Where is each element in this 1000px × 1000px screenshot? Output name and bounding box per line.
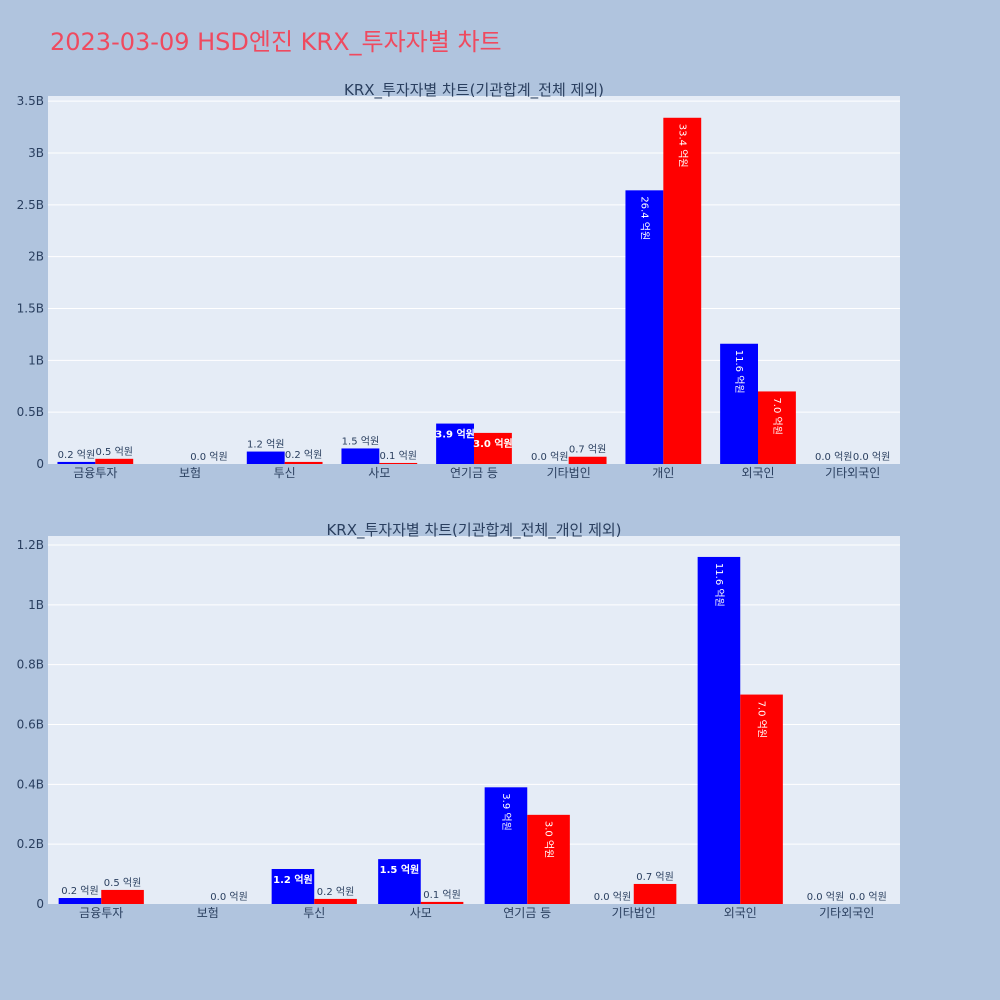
bar: [484, 787, 528, 904]
x-tick-label: 기타외국인: [825, 466, 880, 480]
data-label: 0.0 억원: [190, 451, 227, 463]
data-label: 3.9 억원: [500, 793, 512, 830]
data-label: 0.0 억원: [849, 891, 886, 903]
subplot-title: KRX_투자자별 차트(기관합계_전체 제외): [344, 81, 604, 100]
y-tick-label: 1.2B: [17, 538, 44, 552]
y-tick-label: 0: [36, 457, 44, 471]
data-label: 7.0 억원: [756, 701, 768, 738]
bar: [436, 423, 474, 464]
y-tick-label: 3B: [28, 146, 44, 160]
x-tick-label: 사모: [368, 466, 390, 480]
y-tick-label: 2.5B: [17, 198, 44, 212]
x-tick-label: 금융투자: [73, 466, 117, 480]
x-tick-label: 사모: [410, 906, 432, 920]
data-label: 0.0 억원: [815, 451, 852, 463]
chart-panel-bottom: 0 0.2B 0.4B 0.6B 0.8B 1B 1.2B KRX_투자자별 차트(기관합계_…: [17, 521, 900, 920]
bar: [663, 117, 702, 464]
bar: [58, 898, 102, 904]
y-tick-label: 3.5B: [17, 94, 44, 108]
bar: [95, 458, 134, 464]
data-label: 11.6 억원: [713, 563, 725, 607]
y-tick-label: 1.5B: [17, 302, 44, 316]
subplot-title: KRX_투자자별 차트(기관합계_전체_개인 제외): [326, 521, 621, 540]
bar: [341, 448, 380, 464]
bar: [379, 462, 418, 464]
data-label: 0.0 억원: [531, 451, 568, 463]
y-tick-label: 0.2B: [17, 837, 44, 851]
data-label: 7.0 억원: [771, 397, 783, 434]
y-tick-label: 0: [36, 897, 44, 911]
data-label: 0.1 억원: [423, 889, 460, 901]
data-label: 0.0 억원: [594, 891, 631, 903]
bar: [101, 889, 144, 904]
data-label: 0.0 억원: [210, 891, 247, 903]
bar: [568, 456, 607, 464]
y-tick-label: 0.4B: [17, 777, 44, 791]
y-tick-label: 1B: [28, 353, 44, 367]
y-tick-label: 1B: [28, 598, 44, 612]
data-label: 0.1 억원: [380, 450, 417, 462]
bar: [697, 556, 741, 904]
bar: [271, 868, 315, 904]
x-tick-label: 개인: [652, 466, 674, 480]
data-label: 1.5 억원: [342, 435, 379, 447]
bar: [633, 883, 677, 904]
x-tick-label: 외국인: [741, 466, 774, 480]
data-label: 0.5 억원: [104, 877, 141, 889]
bar: [57, 461, 96, 464]
bar: [758, 391, 796, 464]
data-label: 0.7 억원: [636, 871, 673, 883]
bar: [378, 859, 421, 904]
data-label: 1.2 억원: [247, 439, 284, 451]
x-tick-label: 투신: [274, 466, 296, 480]
data-label: 26.4 억원: [638, 196, 650, 240]
bar: [420, 901, 464, 904]
data-label: 3.0 억원: [473, 437, 513, 450]
data-label: 11.6 억원: [733, 350, 745, 394]
x-tick-label: 투신: [303, 906, 325, 920]
x-tick-label: 기타외국인: [819, 906, 874, 920]
x-tick-label: 연기금 등: [450, 466, 498, 480]
bar: [246, 451, 285, 464]
y-tick-label: 2B: [28, 250, 44, 264]
data-label: 3.9 억원: [435, 428, 475, 441]
bar: [474, 432, 512, 464]
y-tick-label: 0.8B: [17, 658, 44, 672]
main-title: 2023-03-09 HSD엔진 KRX_투자자별 차트: [50, 28, 502, 56]
data-label: 3.0 억원: [543, 821, 555, 858]
bar: [284, 461, 323, 464]
data-label: 0.0 억원: [807, 891, 844, 903]
data-label: 0.2 억원: [285, 449, 322, 461]
x-tick-label: 금융투자: [79, 906, 123, 920]
data-label: 33.4 억원: [676, 124, 688, 168]
data-label: 0.2 억원: [58, 449, 95, 461]
data-label: 0.0 억원: [853, 451, 890, 463]
data-label: 0.2 억원: [61, 885, 98, 897]
chart-panel-top: 0 0.5B 1B 1.5B 2B 2.5B 3B 3.5B KRX_투자자별 차트(기관합계_…: [17, 81, 900, 480]
x-tick-label: 보험: [197, 906, 219, 920]
bar: [314, 898, 357, 904]
data-label: 1.5 억원: [380, 863, 420, 876]
x-tick-label: 연기금 등: [503, 906, 551, 920]
bar: [625, 190, 664, 464]
bar: [740, 694, 783, 904]
y-tick-label: 0.6B: [17, 717, 44, 731]
y-tick-label: 0.5B: [17, 405, 44, 419]
x-tick-label: 기타법인: [547, 466, 591, 480]
bar: [527, 814, 570, 904]
x-tick-label: 기타법인: [612, 906, 656, 920]
bar: [720, 343, 758, 464]
x-tick-label: 보험: [179, 466, 201, 480]
data-label: 1.2 억원: [273, 873, 313, 886]
x-tick-label: 외국인: [724, 906, 757, 920]
data-label: 0.2 억원: [317, 886, 354, 898]
data-label: 0.7 억원: [569, 444, 606, 456]
data-label: 0.5 억원: [96, 446, 133, 458]
